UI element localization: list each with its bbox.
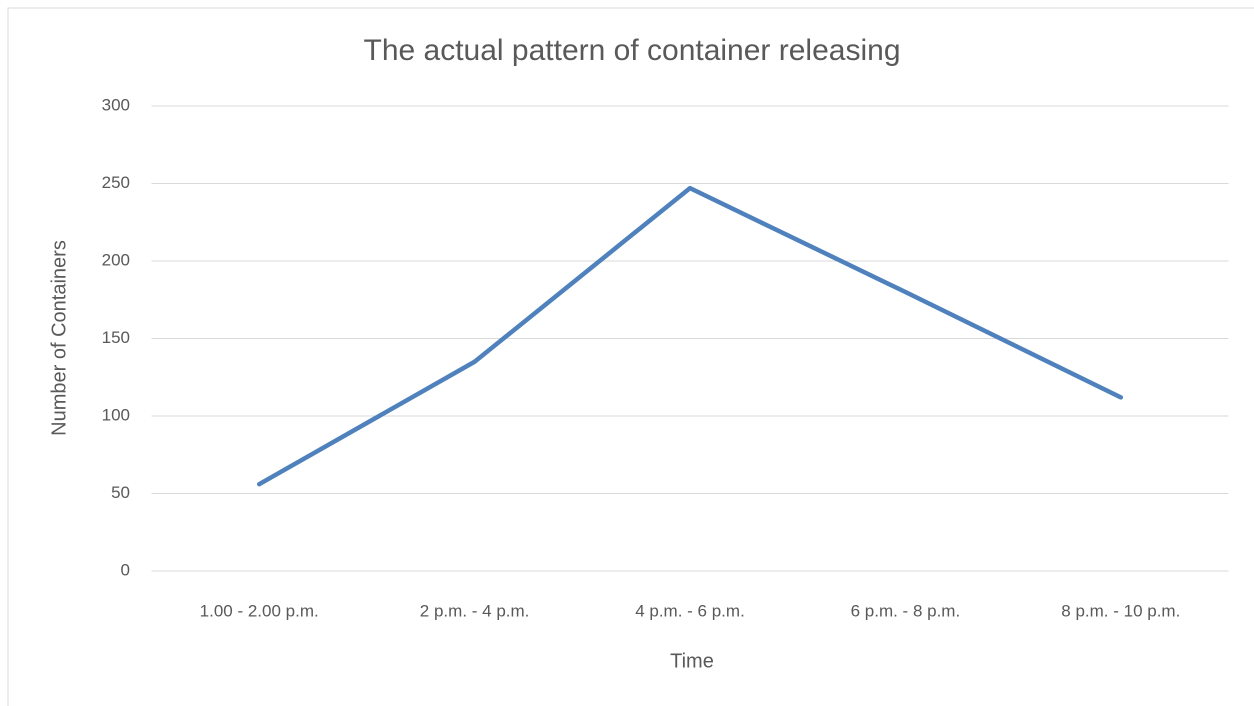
y-tick-label: 150 (102, 328, 130, 347)
y-tick-label: 0 (121, 560, 130, 579)
y-tick-label: 300 (102, 95, 130, 114)
chart-title: The actual pattern of container releasin… (364, 34, 901, 67)
x-axis-label: Time (670, 650, 714, 672)
y-tick-label: 250 (102, 173, 130, 192)
x-tick-label: 1.00 - 2.00 p.m. (200, 601, 319, 620)
x-tick-label: 6 p.m. - 8 p.m. (851, 601, 961, 620)
data-line (256, 185, 1124, 487)
y-tick-label: 50 (111, 483, 130, 502)
x-tick-label: 4 p.m. - 6 p.m. (635, 601, 745, 620)
chart-frame (7, 7, 1254, 706)
x-tick-label: 2 p.m. - 4 p.m. (420, 601, 530, 620)
x-tick-label: 8 p.m. - 10 p.m. (1061, 601, 1180, 620)
y-axis-label: Number of Containers (48, 240, 70, 436)
y-tick-label: 100 (102, 405, 130, 424)
y-tick-label: 200 (102, 250, 130, 269)
